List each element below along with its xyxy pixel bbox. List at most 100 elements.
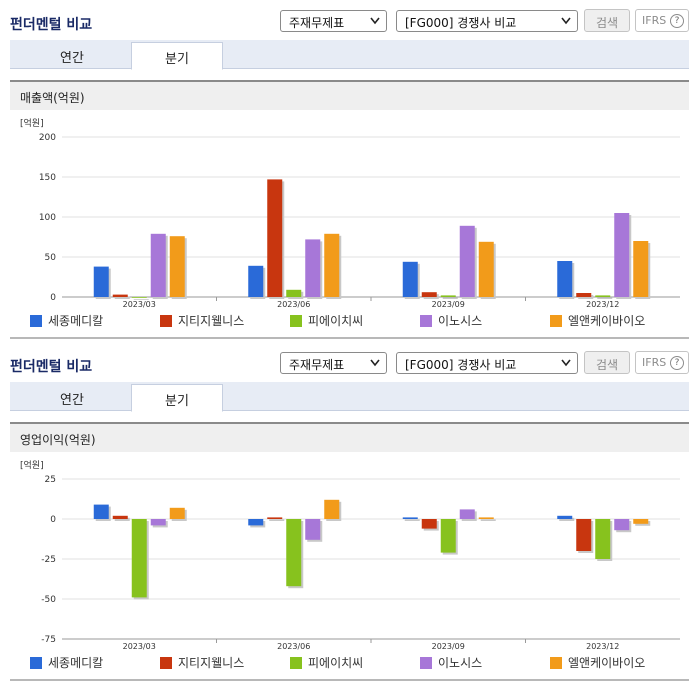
bar[interactable] bbox=[440, 519, 456, 553]
bar[interactable] bbox=[324, 499, 340, 519]
chart-header: 매출액(억원) bbox=[10, 80, 689, 110]
bar[interactable] bbox=[267, 179, 283, 297]
compare-group-select[interactable]: [FG000] 경쟁사 비교 bbox=[396, 352, 578, 374]
bar[interactable] bbox=[150, 519, 166, 526]
bar[interactable] bbox=[324, 233, 340, 297]
y-tick-label: 50 bbox=[45, 253, 57, 263]
bar-shadow bbox=[269, 519, 285, 521]
legend-swatch bbox=[550, 657, 562, 669]
bar[interactable] bbox=[402, 517, 418, 519]
bar[interactable] bbox=[478, 517, 494, 519]
chevron-down-icon bbox=[561, 359, 571, 367]
legend-item[interactable]: 지티지웰니스 bbox=[160, 654, 244, 671]
bar-shadow bbox=[597, 297, 613, 299]
tab-quarterly[interactable]: 분기 bbox=[131, 384, 223, 412]
bar[interactable] bbox=[576, 519, 592, 551]
y-tick-label: 0 bbox=[50, 515, 56, 525]
bar[interactable] bbox=[267, 517, 283, 519]
bar[interactable] bbox=[421, 292, 437, 297]
statement-type-select[interactable]: 주재무제표 bbox=[280, 352, 387, 374]
bar[interactable] bbox=[576, 293, 592, 297]
legend-item[interactable]: 엘앤케이바이오 bbox=[550, 312, 645, 329]
bar[interactable] bbox=[633, 519, 649, 524]
bar[interactable] bbox=[614, 213, 630, 297]
bar[interactable] bbox=[248, 265, 264, 297]
chevron-down-icon bbox=[561, 17, 571, 25]
legend-swatch bbox=[290, 315, 302, 327]
y-tick-label: 200 bbox=[39, 133, 56, 143]
search-button[interactable]: 검색 bbox=[584, 351, 630, 374]
search-button[interactable]: 검색 bbox=[584, 9, 630, 32]
bar[interactable] bbox=[557, 261, 573, 297]
bar[interactable] bbox=[248, 519, 264, 526]
legend-swatch bbox=[290, 657, 302, 669]
bar[interactable] bbox=[93, 504, 109, 519]
bar[interactable] bbox=[286, 519, 302, 587]
chart-title: 영업이익(억원) bbox=[20, 433, 96, 447]
ifrs-button[interactable]: IFRS ? bbox=[635, 351, 689, 374]
legend-item[interactable]: 피에이치씨 bbox=[290, 312, 363, 329]
bar[interactable] bbox=[150, 233, 166, 297]
chart-header: 영업이익(억원) bbox=[10, 422, 689, 452]
y-tick-label: -75 bbox=[41, 635, 56, 645]
help-icon[interactable]: ? bbox=[670, 14, 684, 28]
legend-item[interactable]: 세종메디칼 bbox=[30, 312, 103, 329]
bar-shadow bbox=[404, 519, 420, 521]
chevron-down-icon bbox=[370, 17, 380, 25]
y-unit-label: [억원] bbox=[20, 459, 44, 471]
x-tick-label: 2023/06 bbox=[277, 300, 310, 309]
x-tick-label: 2023/12 bbox=[586, 642, 619, 651]
legend-item[interactable]: 세종메디칼 bbox=[30, 654, 103, 671]
bar[interactable] bbox=[459, 509, 475, 519]
tab-quarterly[interactable]: 분기 bbox=[131, 42, 223, 70]
bar[interactable] bbox=[595, 295, 611, 297]
bar[interactable] bbox=[557, 515, 573, 519]
bar[interactable] bbox=[633, 241, 649, 297]
bar[interactable] bbox=[614, 519, 630, 531]
bar[interactable] bbox=[402, 261, 418, 297]
bar-shadow bbox=[442, 297, 458, 299]
legend-swatch bbox=[550, 315, 562, 327]
legend-item[interactable]: 피에이치씨 bbox=[290, 654, 363, 671]
bar[interactable] bbox=[169, 507, 185, 519]
y-tick-label: -25 bbox=[41, 555, 56, 565]
legend-item[interactable]: 이노시스 bbox=[420, 654, 482, 671]
statement-type-select[interactable]: 주재무제표 bbox=[280, 10, 387, 32]
bar[interactable] bbox=[305, 239, 321, 297]
bar[interactable] bbox=[112, 294, 128, 297]
bar[interactable] bbox=[440, 295, 456, 297]
legend-item[interactable]: 지티지웰니스 bbox=[160, 312, 244, 329]
bar[interactable] bbox=[459, 225, 475, 297]
operating-profit-bar-chart: [억원] -75 -50 -25 0 25 2023/03 2023/06 2023/09 202… bbox=[20, 459, 680, 651]
statement-type-value: 주재무제표 bbox=[289, 358, 345, 372]
tab-annual[interactable]: 연간 bbox=[60, 51, 84, 66]
bar-shadow bbox=[114, 296, 130, 299]
chart-legend: 세종메디칼 지티지웰니스 피에이치씨 이노시스 엘앤케이바이오 bbox=[30, 312, 690, 330]
bar[interactable] bbox=[169, 236, 185, 297]
bar[interactable] bbox=[131, 519, 147, 598]
bar[interactable] bbox=[305, 519, 321, 540]
legend-item[interactable]: 엘앤케이바이오 bbox=[550, 654, 645, 671]
ifrs-button[interactable]: IFRS ? bbox=[635, 9, 689, 32]
ifrs-label: IFRS bbox=[642, 14, 667, 27]
help-icon[interactable]: ? bbox=[670, 356, 684, 370]
bar[interactable] bbox=[112, 515, 128, 519]
legend-label: 엘앤케이바이오 bbox=[568, 656, 646, 670]
chevron-down-icon bbox=[370, 359, 380, 367]
tab-annual[interactable]: 연간 bbox=[60, 393, 84, 408]
y-tick-label: 100 bbox=[39, 213, 56, 223]
bar-shadow bbox=[133, 299, 149, 300]
legend-item[interactable]: 이노시스 bbox=[420, 312, 482, 329]
bar[interactable] bbox=[93, 266, 109, 297]
bar-shadow bbox=[114, 517, 130, 521]
bar[interactable] bbox=[131, 297, 147, 298]
page-title: 펀더멘털 비교 bbox=[10, 17, 93, 33]
bar[interactable] bbox=[286, 289, 302, 297]
bar[interactable] bbox=[595, 519, 611, 559]
y-tick-label: 25 bbox=[45, 475, 56, 485]
y-tick-label: 0 bbox=[50, 293, 56, 303]
compare-group-select[interactable]: [FG000] 경쟁사 비교 bbox=[396, 10, 578, 32]
bar[interactable] bbox=[421, 519, 437, 529]
y-tick-label: 150 bbox=[39, 173, 56, 183]
bar[interactable] bbox=[478, 241, 494, 297]
